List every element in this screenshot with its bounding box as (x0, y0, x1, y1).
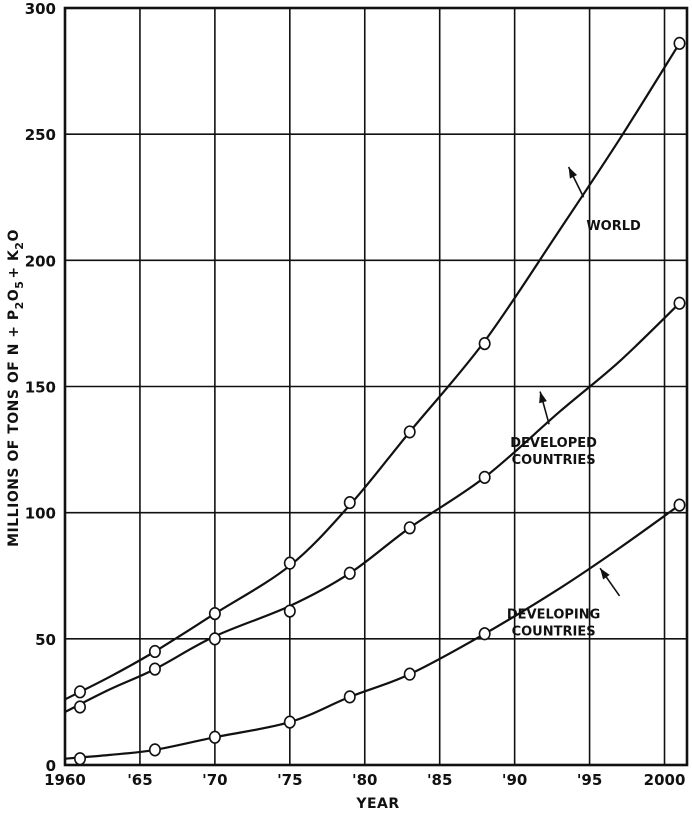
x-tick-labels: 1960 '65 '70 '75 '80 '85 '90 '95 2000 (44, 771, 685, 789)
y-tick-label: 300 (25, 0, 56, 18)
annotation-arrowhead-developed-countries (539, 391, 547, 404)
y-tick-label: 250 (25, 126, 56, 144)
x-tick-label: 2000 (644, 771, 686, 789)
data-point-world (403, 425, 416, 439)
data-point-developed-countries (673, 296, 686, 310)
y-tick-label: 200 (25, 252, 56, 270)
series-label-developed-countries: DEVELOPED COUNTRIES (510, 436, 597, 468)
data-point-world (343, 495, 356, 510)
x-tick-label: '70 (202, 771, 227, 789)
data-point-developing-countries (478, 627, 491, 641)
annotation-arrowhead-developing-countries (600, 568, 610, 580)
data-point-developing-countries (403, 667, 416, 681)
y-axis-title-mid1: O (6, 289, 22, 301)
annotation-arrowhead-world (568, 166, 578, 179)
data-point-developed-countries (283, 604, 296, 618)
data-point-developing-countries (208, 730, 221, 744)
data-point-world (148, 644, 161, 659)
data-point-world (283, 556, 296, 570)
series-annotations: WORLD DEVELOPED COUNTRIES DEVELOPING COUNTRI… (507, 166, 641, 640)
x-axis-title: YEAR (355, 796, 399, 812)
y-tick-label: 0 (46, 757, 56, 775)
y-tick-label: 50 (35, 631, 56, 649)
y-axis-title-sub2: 5 (13, 281, 26, 289)
data-point-developing-countries (343, 690, 356, 704)
series-label-world: WORLD (586, 219, 641, 234)
x-tick-label: '85 (427, 771, 452, 789)
data-point-developed-countries (478, 470, 491, 484)
y-axis-title-sub1: 2 (13, 301, 26, 309)
data-point-developing-countries (148, 743, 161, 757)
y-axis-title-prefix: MILLIONS OF TONS OF N + P (6, 309, 22, 547)
x-tick-label: '75 (277, 771, 302, 789)
y-axis-title-mid2: + K (6, 249, 22, 279)
y-axis-title: MILLIONS OF TONS OF N + P2O5+ K2O (6, 229, 26, 547)
x-tick-label: '80 (352, 771, 377, 789)
data-point-world (673, 36, 686, 50)
data-point-world (73, 685, 86, 699)
series-line-world (64, 42, 681, 701)
data-point-developing-countries (73, 752, 86, 766)
y-tick-labels: 0 50 100 150 200 250 300 (25, 0, 56, 775)
x-tick-label: '95 (577, 771, 602, 789)
x-tick-label: '90 (502, 771, 527, 789)
y-axis-title-suffix: O (6, 229, 22, 241)
y-tick-label: 150 (25, 379, 56, 397)
data-point-developed-countries (208, 632, 221, 646)
plot-frame (63, 6, 689, 767)
series-label-developing-countries: DEVELOPING COUNTRIES (507, 608, 600, 640)
data-point-developing-countries (673, 498, 686, 512)
data-point-developed-countries (403, 521, 416, 535)
grid-lines (65, 8, 687, 765)
x-tick-label: 1960 (44, 771, 86, 789)
data-point-developing-countries (283, 715, 296, 729)
x-tick-label: '65 (127, 771, 152, 789)
y-tick-label: 100 (25, 505, 56, 523)
y-axis-title-sub3: 2 (13, 242, 26, 250)
data-point-developed-countries (73, 700, 86, 714)
data-point-world (208, 606, 221, 621)
data-point-developed-countries (148, 662, 161, 676)
data-point-developed-countries (343, 566, 356, 580)
data-point-world (478, 337, 491, 351)
series-points (73, 36, 686, 766)
